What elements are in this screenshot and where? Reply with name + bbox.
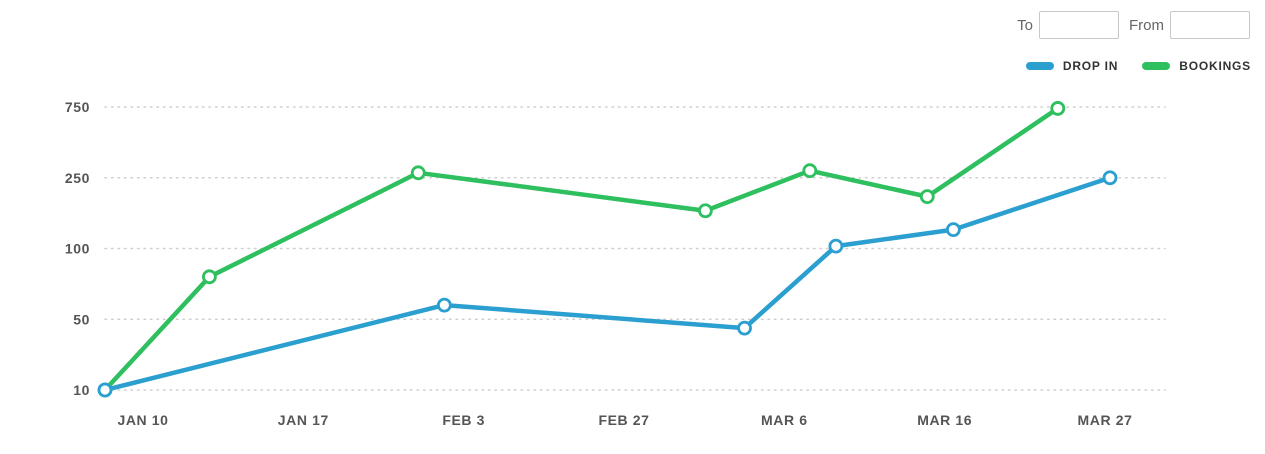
data-point-bookings bbox=[802, 163, 818, 179]
legend-swatch-drop-in bbox=[1025, 62, 1054, 70]
y-tick-label: 10 bbox=[73, 382, 90, 398]
date-filter: To From bbox=[1007, 11, 1250, 39]
from-date-input[interactable] bbox=[1170, 11, 1250, 39]
y-tick-label: 100 bbox=[65, 241, 90, 257]
to-label: To bbox=[1017, 16, 1033, 34]
data-point-drop-in bbox=[97, 382, 113, 398]
data-point-bookings bbox=[1050, 101, 1066, 116]
legend-item-drop-in[interactable]: DROP IN bbox=[1025, 59, 1119, 73]
x-tick-label: JAN 17 bbox=[278, 412, 329, 428]
legend-label-bookings: BOOKINGS bbox=[1179, 59, 1251, 73]
data-point-drop-in bbox=[436, 297, 452, 313]
legend-swatch-bookings bbox=[1142, 62, 1171, 70]
data-point-bookings bbox=[410, 165, 426, 181]
y-tick-label: 750 bbox=[65, 99, 90, 115]
from-label: From bbox=[1129, 16, 1164, 34]
x-tick-label: MAR 27 bbox=[1078, 412, 1133, 428]
data-point-bookings bbox=[919, 189, 935, 205]
data-point-drop-in bbox=[828, 238, 844, 254]
data-point-drop-in bbox=[737, 320, 752, 336]
chart-legend: DROP IN BOOKINGS bbox=[1002, 59, 1251, 73]
legend-label-drop-in: DROP IN bbox=[1062, 59, 1119, 73]
data-point-drop-in bbox=[945, 222, 961, 238]
x-tick-label: JAN 10 bbox=[117, 412, 168, 428]
data-point-drop-in bbox=[1102, 170, 1118, 186]
x-tick-label: MAR 6 bbox=[761, 412, 808, 428]
y-tick-label: 250 bbox=[65, 170, 90, 186]
data-point-bookings bbox=[202, 269, 217, 285]
y-tick-label: 50 bbox=[73, 311, 90, 327]
data-point-bookings bbox=[697, 203, 713, 219]
to-date-input[interactable] bbox=[1039, 11, 1119, 39]
x-tick-label: MAR 16 bbox=[917, 412, 972, 428]
x-tick-label: FEB 3 bbox=[442, 412, 485, 428]
legend-item-bookings[interactable]: BOOKINGS bbox=[1142, 59, 1251, 73]
series-line-drop-in bbox=[102, 175, 1113, 393]
x-tick-label: FEB 27 bbox=[598, 412, 649, 428]
